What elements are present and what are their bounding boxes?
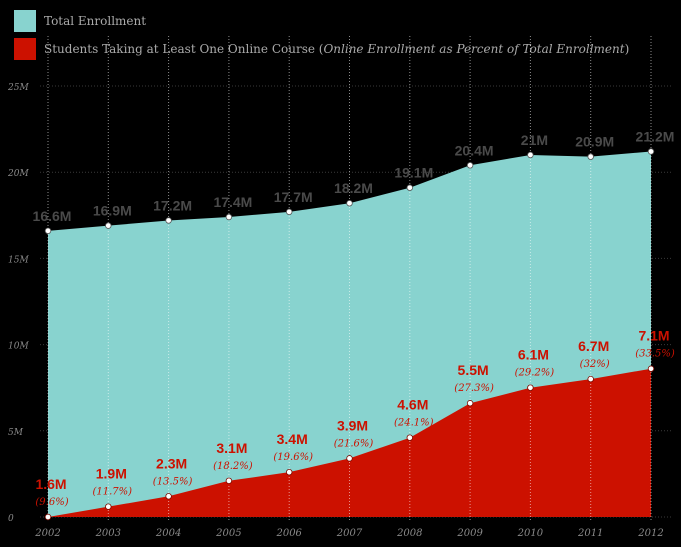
y-tick-label: 20M: [7, 169, 29, 179]
legend-label-online: Students Taking at Least One Online Cour…: [44, 42, 629, 56]
legend-item-online[interactable]: Students Taking at Least One Online Cour…: [14, 38, 629, 60]
online-point: [406, 434, 413, 441]
legend-label-online-italic: Online Enrollment as Percent of Total En…: [323, 42, 625, 56]
online-point: [587, 375, 594, 383]
total-point: [466, 162, 474, 169]
online-point: [225, 477, 233, 484]
x-tick-label: 2004: [155, 528, 181, 539]
y-tick-label: 10M: [8, 342, 29, 352]
legend-swatch-online: [14, 38, 36, 60]
online-point: [286, 468, 293, 476]
total-value-label: 17.2M: [153, 197, 192, 213]
online-enrollment-area: [48, 368, 651, 517]
x-tick-label: 2006: [275, 528, 302, 539]
online-value-label: 3.1M: [216, 440, 247, 456]
legend-label-online-close: ): [624, 42, 630, 56]
online-point: [466, 400, 474, 407]
online-percent-label: (11.7%): [93, 487, 133, 498]
total-point: [587, 153, 594, 160]
y-tick-label: 5M: [8, 428, 24, 438]
online-point: [105, 503, 112, 510]
x-tick-label: 2010: [517, 528, 544, 539]
online-percent-label: (9.6%): [35, 497, 68, 508]
total-value-label: 20.4M: [455, 142, 494, 158]
legend-label-total: Total Enrollment: [44, 14, 147, 28]
total-point: [225, 213, 233, 221]
online-value-label: 5.5M: [458, 362, 489, 378]
online-percent-label: (27.3%): [454, 383, 494, 394]
total-value-label: 20.9M: [575, 134, 614, 150]
total-value-label: 17.7M: [274, 189, 313, 205]
x-tick-label: 2008: [396, 528, 422, 539]
online-value-label: 1.9M: [96, 466, 127, 482]
online-value-label: 6.7M: [578, 338, 609, 354]
online-value-label: 3.9M: [337, 417, 368, 433]
online-value-label: 7.1M: [638, 328, 669, 344]
online-point: [346, 455, 353, 462]
total-point: [165, 217, 172, 224]
x-tick-label: 2002: [34, 528, 60, 539]
total-value-label: 18.2M: [334, 180, 373, 196]
total-value-label: 21M: [521, 132, 548, 148]
y-tick-label: 25M: [7, 83, 29, 93]
online-point: [647, 365, 655, 372]
online-value-label: 2.3M: [156, 455, 187, 471]
x-tick-label: 2009: [456, 528, 483, 539]
online-percent-label: (24.1%): [394, 418, 434, 429]
total-point: [105, 222, 112, 229]
legend: Total Enrollment Students Taking at Leas…: [14, 10, 629, 66]
total-point: [406, 184, 413, 191]
total-point: [44, 227, 52, 235]
online-percent-label: (32%): [580, 359, 610, 370]
online-point: [44, 513, 52, 521]
online-percent-label: (33.5%): [635, 349, 675, 360]
online-value-label: 4.6M: [397, 397, 428, 413]
y-tick-label: 15M: [8, 255, 29, 265]
online-point: [527, 384, 534, 391]
total-point: [346, 200, 353, 207]
total-value-label: 21.2M: [636, 129, 675, 145]
x-tick-label: 2011: [577, 528, 603, 539]
online-point: [165, 493, 172, 500]
x-tick-label: 2003: [95, 528, 121, 539]
online-percent-label: (19.6%): [273, 452, 313, 463]
online-value-label: 1.6M: [35, 476, 66, 492]
online-value-label: 3.4M: [277, 431, 308, 447]
online-value-label: 6.1M: [518, 347, 549, 363]
online-percent-label: (13.5%): [153, 476, 193, 487]
legend-swatch-total: [14, 10, 36, 32]
total-value-label: 16.9M: [93, 203, 132, 219]
x-tick-label: 2012: [637, 528, 663, 539]
online-percent-label: (18.2%): [213, 461, 253, 472]
y-tick-label: 0: [8, 514, 14, 524]
total-value-label: 19.1M: [394, 165, 433, 181]
total-value-label: 17.4M: [213, 194, 252, 210]
online-percent-label: (21.6%): [334, 438, 374, 449]
total-point: [286, 208, 293, 216]
x-tick-label: 2007: [336, 528, 363, 539]
x-tick-label: 2005: [215, 528, 241, 539]
legend-item-total[interactable]: Total Enrollment: [14, 10, 629, 32]
total-point: [527, 151, 534, 159]
total-value-label: 16.6M: [33, 208, 72, 224]
total-point: [647, 148, 655, 155]
legend-label-online-main: Students Taking at Least One Online Cour…: [44, 42, 324, 56]
online-percent-label: (29.2%): [515, 368, 555, 379]
